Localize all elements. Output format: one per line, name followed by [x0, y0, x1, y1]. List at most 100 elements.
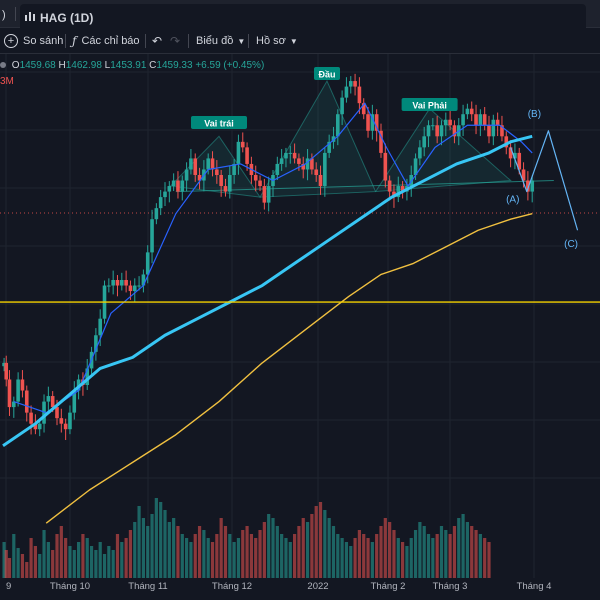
volume-bar — [353, 538, 357, 578]
candle-body — [366, 114, 370, 131]
candle-body — [314, 169, 318, 175]
tab-active[interactable]: HAG (1D) — [20, 4, 586, 28]
volume-bar — [344, 542, 349, 578]
volume-bar — [163, 510, 167, 578]
candle-body — [500, 125, 504, 137]
tab-previous[interactable]: ) — [0, 0, 14, 28]
volume-bar — [128, 530, 133, 578]
candle-body — [219, 175, 223, 187]
candle-body — [115, 280, 120, 286]
chevron-down-icon: ▼ — [289, 36, 298, 46]
indicators-button[interactable]: ƒ Các chỉ báo — [72, 28, 140, 54]
candle-body — [7, 379, 12, 408]
candle-body — [517, 152, 522, 170]
right-shoulder-area — [374, 107, 512, 193]
volume-bar — [362, 534, 366, 578]
volume-bar — [33, 546, 37, 578]
volume-bar — [258, 530, 262, 578]
volume-bar — [280, 534, 284, 578]
candle-body — [327, 141, 331, 153]
candle-body — [448, 119, 452, 126]
volume-bar — [470, 526, 474, 578]
ohlc-legend: O1459.68 H1462.98 L1453.91 C1459.33 +6.5… — [0, 60, 264, 74]
volume-bar — [210, 542, 215, 578]
volume-bar — [81, 534, 85, 578]
volume-bar — [413, 530, 418, 578]
toolbar-divider — [188, 34, 189, 48]
volume-bar — [327, 518, 331, 578]
candle-body — [59, 418, 64, 424]
candle-body — [435, 125, 439, 137]
volume-bar — [20, 554, 25, 578]
candle-body — [245, 147, 249, 164]
candle-body — [292, 152, 297, 159]
chart-toolbar: + So sánh ƒ Các chỉ báo ↶ ↷ Biểu đồ ▼ Hồ… — [0, 28, 600, 54]
candle-body — [513, 152, 517, 159]
volume-bar — [159, 502, 163, 578]
candle-body — [85, 368, 90, 385]
volume-bar — [314, 506, 318, 578]
profile-label: Hồ sơ — [256, 35, 286, 47]
change-value: +6.59 (+0.45%) — [195, 60, 265, 71]
tab-title: HAG (1D) — [40, 11, 94, 25]
volume-bar — [46, 542, 50, 578]
candle-body — [137, 285, 141, 287]
head-label-bg — [314, 67, 340, 80]
volume-bar — [141, 518, 145, 578]
candle-body — [357, 86, 362, 104]
candle-body — [158, 197, 163, 209]
volume-bar — [68, 546, 72, 578]
candle-body — [413, 158, 418, 175]
volume-bar — [133, 522, 137, 578]
price-chart[interactable]: Vai trái Đầu Vai Phải (A) (B) (C) 9 Tháng 10 Thá… — [0, 54, 600, 600]
candle-body — [145, 252, 150, 275]
wave-a-label: (A) — [506, 195, 519, 206]
redo-icon: ↷ — [170, 34, 181, 48]
left-shoulder-label-bg — [191, 116, 247, 129]
close-label: C — [149, 60, 157, 71]
candle-body — [400, 186, 405, 192]
volume-bar — [340, 538, 344, 578]
volume-bar — [323, 510, 327, 578]
profile-button[interactable]: Hồ sơ ▼ — [256, 28, 298, 54]
volume-bar — [284, 538, 288, 578]
volume-bar — [396, 538, 400, 578]
candle-body — [508, 147, 513, 159]
volume-bar — [124, 538, 128, 578]
indicators-label: Các chỉ báo — [81, 35, 140, 47]
volume-bar — [249, 534, 253, 578]
volume-bar — [370, 542, 374, 578]
volume-bar — [64, 538, 68, 578]
volume-bar — [89, 546, 94, 578]
volume-bar — [180, 534, 184, 578]
volume-bar — [357, 530, 361, 578]
volume-bar — [448, 534, 452, 578]
redo-button[interactable]: ↷ — [170, 28, 180, 54]
candle-body — [258, 180, 262, 187]
candle-body — [478, 114, 483, 126]
volume-bar — [77, 542, 81, 578]
volume-bar — [457, 518, 461, 578]
compare-label: So sánh — [23, 35, 64, 47]
candle-body — [331, 136, 336, 142]
candle-body — [318, 175, 323, 187]
candle-body — [288, 152, 293, 154]
compare-button[interactable]: + So sánh — [4, 28, 63, 54]
candle-body — [344, 86, 349, 98]
volume-bar — [435, 534, 439, 578]
candle-body — [171, 180, 176, 187]
toolbar-divider — [145, 34, 146, 48]
candle-body — [279, 158, 284, 164]
volume-bar — [245, 526, 249, 578]
candle-body — [63, 423, 68, 430]
candle-body — [68, 412, 72, 430]
candle-body — [530, 180, 534, 192]
volume-bar — [185, 538, 189, 578]
undo-button[interactable]: ↶ — [152, 28, 162, 54]
candle-body — [20, 379, 25, 391]
volume-bar — [107, 546, 111, 578]
candle-body — [12, 401, 16, 408]
candle-body — [340, 97, 344, 115]
chart-type-button[interactable]: Biểu đồ ▼ — [196, 28, 245, 54]
candle-body — [474, 114, 478, 126]
